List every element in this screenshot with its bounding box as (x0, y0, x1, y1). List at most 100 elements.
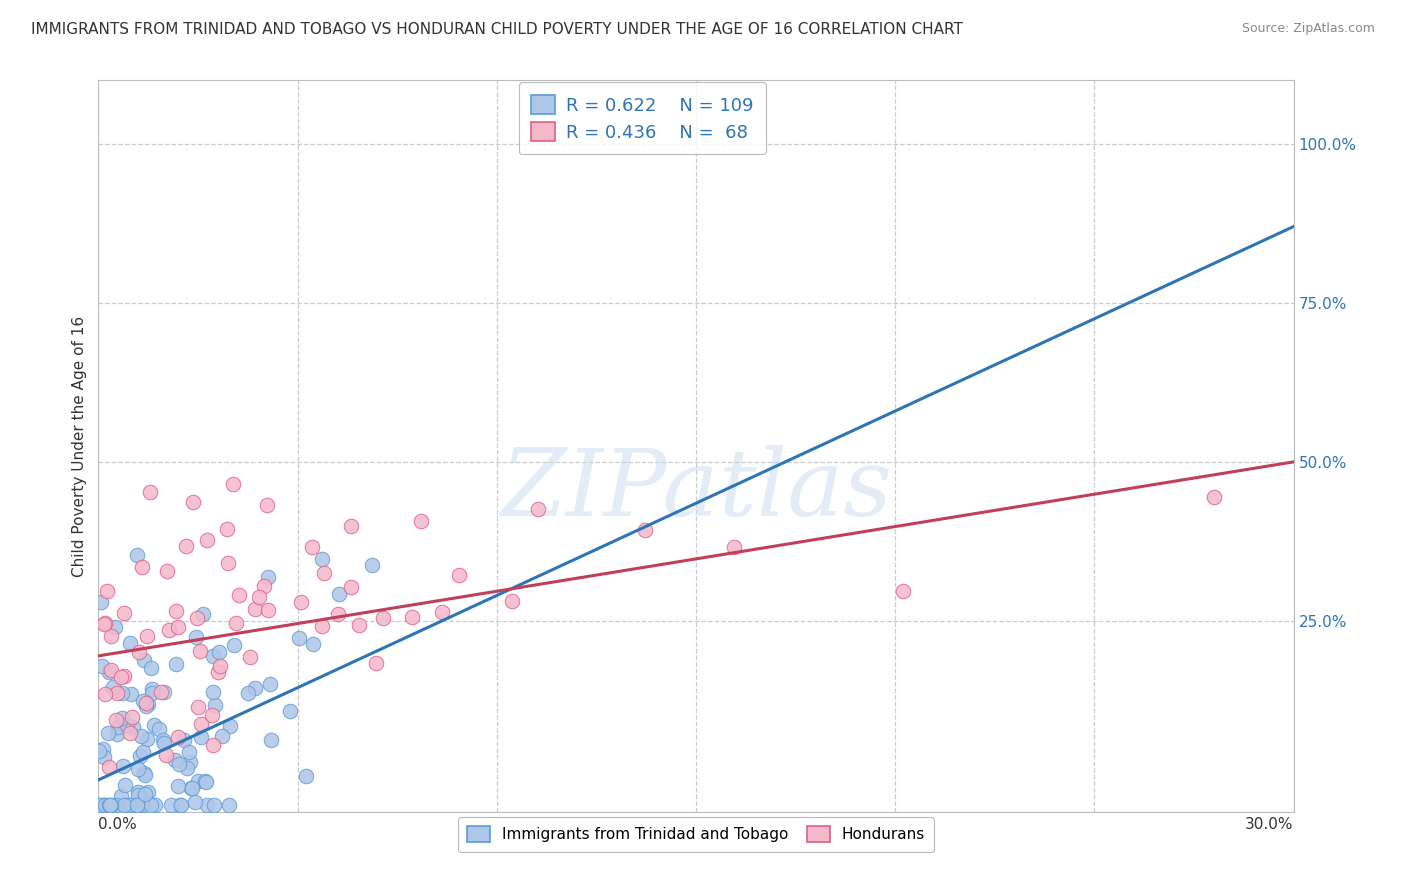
Point (166, 780, 188, 794)
Point (207, 665, 229, 680)
Point (186, 611, 208, 625)
Point (114, 778, 136, 792)
Text: ZIPatlas: ZIPatlas (501, 445, 891, 535)
Point (110, 670, 132, 684)
Point (236, 685, 259, 699)
Point (174, 539, 197, 553)
Point (207, 645, 229, 659)
Point (432, 605, 454, 619)
Point (201, 684, 224, 698)
Point (120, 687, 142, 701)
Point (195, 533, 218, 547)
Text: 0.0%: 0.0% (98, 817, 138, 832)
Point (132, 745, 155, 759)
Point (165, 753, 187, 767)
Point (177, 745, 200, 759)
Point (311, 619, 333, 633)
Point (135, 699, 157, 714)
Point (347, 618, 370, 632)
Point (107, 720, 129, 734)
Point (195, 798, 218, 813)
Point (165, 657, 187, 672)
Point (723, 541, 745, 555)
Point (340, 580, 363, 594)
Point (184, 630, 207, 644)
Point (112, 669, 135, 683)
Point (288, 632, 311, 646)
Point (136, 697, 159, 711)
Point (152, 732, 174, 747)
Point (340, 519, 363, 533)
Point (179, 756, 201, 770)
Point (94, 616, 117, 631)
Point (176, 761, 198, 775)
Point (131, 694, 153, 708)
Point (280, 704, 302, 718)
Text: IMMIGRANTS FROM TRINIDAD AND TOBAGO VS HONDURAN CHILD POVERTY UNDER THE AGE OF 1: IMMIGRANTS FROM TRINIDAD AND TOBAGO VS H… (31, 22, 963, 37)
Point (93, 750, 115, 764)
Point (243, 681, 266, 695)
Point (256, 603, 278, 617)
Point (141, 686, 163, 700)
Point (249, 590, 271, 604)
Point (100, 798, 122, 813)
Point (200, 707, 222, 722)
Point (150, 685, 173, 699)
Point (91, 741, 114, 756)
Point (260, 732, 283, 747)
Point (112, 606, 135, 620)
Point (131, 798, 153, 813)
Point (139, 485, 162, 500)
Point (96, 584, 118, 599)
Point (141, 682, 163, 697)
Point (100, 629, 122, 643)
Point (125, 798, 148, 813)
Point (141, 798, 163, 813)
Point (127, 762, 149, 776)
Point (98, 798, 121, 813)
Point (153, 736, 176, 750)
Point (411, 514, 433, 528)
Point (311, 551, 333, 566)
Point (127, 785, 149, 799)
Point (156, 564, 179, 578)
Point (361, 558, 384, 573)
Point (167, 730, 190, 744)
Point (105, 713, 128, 727)
Point (105, 686, 128, 700)
Point (98, 798, 121, 813)
Point (101, 680, 124, 694)
Point (97, 760, 120, 774)
Point (167, 756, 190, 771)
Y-axis label: Child Poverty Under the Age of 16: Child Poverty Under the Age of 16 (72, 316, 87, 576)
Point (121, 798, 143, 813)
Point (208, 659, 231, 673)
Point (121, 720, 143, 734)
Point (134, 767, 156, 781)
Point (118, 798, 141, 813)
Point (204, 698, 226, 712)
Point (181, 495, 204, 509)
Point (501, 594, 523, 608)
Point (135, 732, 157, 747)
Point (120, 635, 142, 649)
Point (257, 570, 280, 584)
Legend: Immigrants from Trinidad and Tobago, Hondurans: Immigrants from Trinidad and Tobago, Hon… (458, 817, 934, 852)
Point (180, 781, 202, 796)
Point (117, 798, 139, 813)
Point (155, 748, 177, 763)
Point (228, 588, 250, 602)
Point (121, 798, 143, 813)
Point (180, 780, 202, 795)
Point (253, 579, 276, 593)
Point (259, 676, 281, 690)
Point (224, 615, 246, 630)
Point (141, 661, 163, 675)
Point (219, 719, 242, 733)
Point (93, 798, 115, 813)
Point (290, 595, 312, 609)
Point (125, 798, 148, 813)
Point (256, 499, 278, 513)
Point (136, 629, 159, 643)
Point (373, 611, 395, 625)
